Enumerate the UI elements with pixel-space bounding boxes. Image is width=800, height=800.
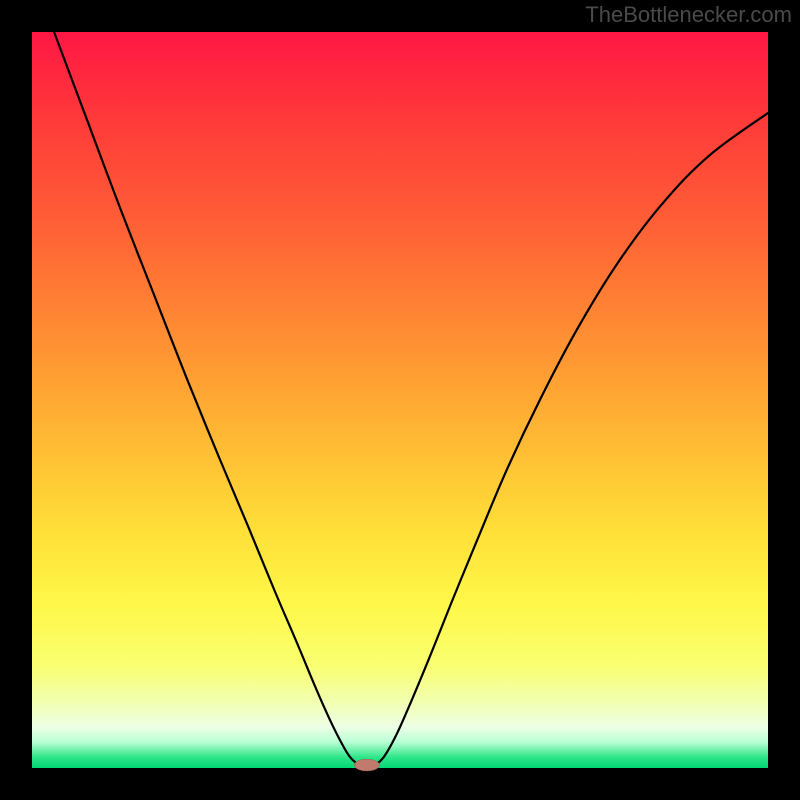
bottleneck-chart: [0, 0, 800, 800]
optimal-point-marker: [354, 759, 379, 771]
watermark-text: TheBottlenecker.com: [585, 2, 792, 28]
plot-background: [32, 32, 768, 768]
